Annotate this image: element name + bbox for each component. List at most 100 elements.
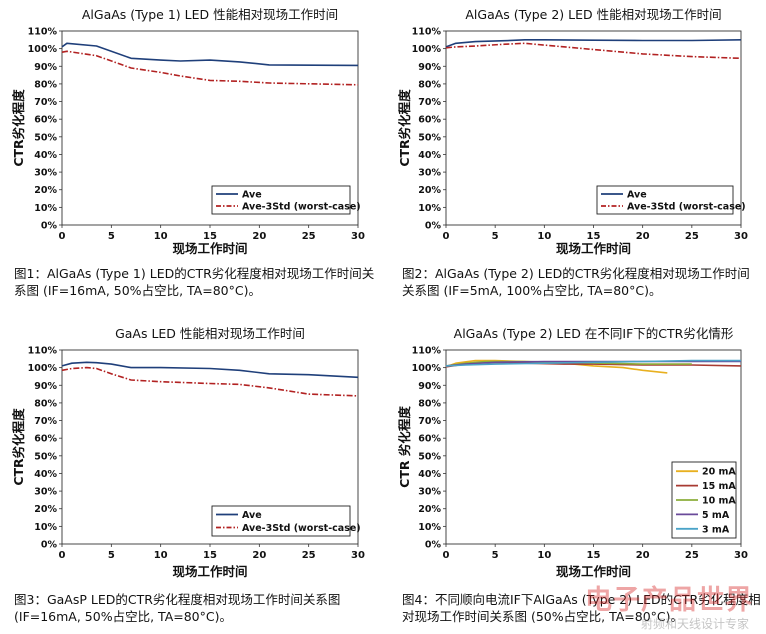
x-tick-label: 0: [443, 231, 450, 242]
x-tick-label: 15: [587, 550, 601, 561]
y-tick-label: 110%: [412, 346, 442, 357]
y-axis-label: CTR 劣化程度: [397, 406, 412, 488]
caption-2: 图2：AlGaAs (Type 2) LED的CTR劣化程度相对现场工作时间关系…: [402, 265, 762, 299]
y-tick-label: 70%: [418, 97, 441, 108]
y-tick-label: 80%: [418, 79, 441, 90]
x-tick-label: 15: [587, 231, 601, 242]
x-tick-label: 10: [537, 231, 551, 242]
watermark-main: 电子产品世界: [585, 585, 753, 616]
series-line-ave: [445, 38, 742, 48]
y-tick-label: 70%: [34, 97, 57, 108]
x-tick-label: 30: [351, 550, 365, 561]
legend-label: 3 mA: [702, 524, 730, 535]
y-tick-label: 30%: [418, 168, 441, 179]
legend-label: 20 mA: [702, 467, 736, 478]
y-tick-label: 40%: [34, 469, 57, 480]
x-tick-label: 30: [351, 231, 365, 242]
caption-3: 图3：GaAsP LED的CTR劣化程度相对现场工作时间关系图 (IF=16mA…: [14, 591, 376, 625]
watermark-sub: 射频和天线设计专家: [641, 617, 750, 631]
y-tick-label: 10%: [418, 522, 441, 533]
y-tick-label: 60%: [418, 434, 441, 445]
x-axis-label: 现场工作时间: [556, 241, 631, 256]
y-axis-label: CTR劣化程度: [11, 89, 26, 167]
y-axis-label: CTR劣化程度: [397, 89, 412, 167]
caption-2-text: AlGaAs (Type 2) LED的CTR劣化程度相对现场工作时间关系图 (…: [402, 266, 750, 298]
legend-label: Ave-3Std (worst-case): [242, 202, 361, 213]
y-tick-label: 60%: [418, 115, 441, 126]
legend-box: [596, 185, 734, 215]
chart-title: AlGaAs (Type 2) LED 在不同IF下的CTR劣化情形: [454, 326, 734, 341]
y-tick-label: 110%: [412, 27, 442, 38]
legend-label: 5 mA: [702, 510, 730, 521]
series-line-ave-3std-worst-case-: [445, 42, 742, 60]
y-tick-label: 30%: [34, 168, 57, 179]
legend-label: 15 mA: [702, 481, 736, 492]
y-tick-label: 20%: [34, 185, 57, 196]
y-tick-label: 30%: [34, 487, 57, 498]
x-tick-label: 10: [154, 231, 168, 242]
y-tick-label: 90%: [418, 62, 441, 73]
y-tick-label: 90%: [418, 381, 441, 392]
caption-2-number: 图2：: [402, 266, 435, 281]
y-tick-label: 70%: [34, 416, 57, 427]
y-tick-label: 30%: [418, 487, 441, 498]
chart-3: GaAs LED 性能相对现场工作时间 0% 10% 20% 30% 40% 50% 60% 7…: [11, 326, 365, 579]
series-line-ave-3std-worst-case-: [61, 50, 359, 86]
caption-4-text: 不同顺向电流IF下AlGaAs (Type 2) LED的CTR劣化程度相对现场…: [402, 592, 761, 624]
x-tick-label: 5: [492, 550, 499, 561]
y-tick-label: 90%: [34, 381, 57, 392]
y-tick-label: 90%: [34, 62, 57, 73]
y-tick-label: 20%: [418, 185, 441, 196]
y-tick-label: 50%: [34, 132, 57, 143]
series-line-ave-3std-worst-case-: [61, 366, 359, 397]
x-tick-label: 10: [154, 550, 168, 561]
x-tick-label: 30: [734, 231, 748, 242]
y-tick-label: 0%: [425, 540, 442, 551]
y-tick-label: 80%: [34, 398, 57, 409]
y-tick-label: 0%: [41, 221, 58, 232]
chart-title: GaAs LED 性能相对现场工作时间: [115, 326, 305, 341]
y-tick-label: 50%: [418, 451, 441, 462]
y-tick-label: 10%: [418, 203, 441, 214]
legend-label: Ave: [242, 190, 262, 201]
x-tick-label: 0: [59, 231, 66, 242]
caption-1: 图1：AlGaAs (Type 1) LED的CTR劣化程度相对现场工作时间关系…: [14, 265, 376, 299]
x-tick-label: 30: [734, 550, 748, 561]
y-tick-label: 50%: [418, 132, 441, 143]
x-tick-label: 25: [685, 550, 699, 561]
y-tick-label: 60%: [34, 434, 57, 445]
chart-2: AlGaAs (Type 2) LED 性能相对现场工作时间 0% 10% 20% 30…: [397, 7, 748, 256]
x-tick-label: 0: [443, 550, 450, 561]
x-tick-label: 20: [252, 550, 266, 561]
y-tick-label: 80%: [34, 79, 57, 90]
legend-label: Ave-3Std (worst-case): [627, 202, 746, 213]
x-tick-label: 25: [302, 231, 316, 242]
y-tick-label: 70%: [418, 416, 441, 427]
x-axis-label: 现场工作时间: [172, 241, 247, 256]
chart-title: AlGaAs (Type 1) LED 性能相对现场工作时间: [82, 7, 338, 22]
y-tick-label: 10%: [34, 203, 57, 214]
y-tick-label: 110%: [28, 346, 58, 357]
series-line-ave: [61, 361, 359, 379]
x-tick-label: 20: [252, 231, 266, 242]
x-tick-label: 15: [203, 550, 217, 561]
x-tick-label: 5: [492, 231, 499, 242]
series-line-ave: [61, 42, 359, 67]
x-tick-label: 25: [685, 231, 699, 242]
x-tick-label: 15: [203, 231, 217, 242]
y-tick-label: 100%: [28, 363, 58, 374]
x-tick-label: 5: [108, 231, 115, 242]
y-tick-label: 0%: [425, 221, 442, 232]
caption-4: 图4：不同顺向电流IF下AlGaAs (Type 2) LED的CTR劣化程度相…: [402, 591, 762, 625]
legend-box: [211, 185, 351, 215]
x-tick-label: 25: [302, 550, 316, 561]
y-tick-label: 40%: [418, 150, 441, 161]
y-tick-label: 40%: [34, 150, 57, 161]
y-tick-label: 100%: [28, 44, 58, 55]
x-tick-label: 0: [59, 550, 66, 561]
caption-4-number: 图4：: [402, 592, 435, 607]
x-tick-label: 20: [636, 550, 650, 561]
